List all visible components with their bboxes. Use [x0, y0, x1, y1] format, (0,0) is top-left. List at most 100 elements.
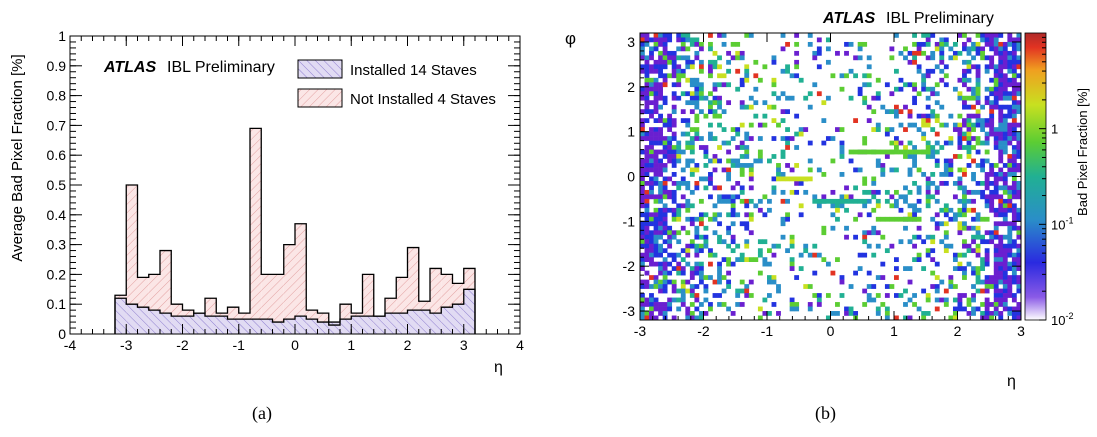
- heatmap-cell: [844, 198, 849, 204]
- heatmap-cell: [952, 122, 958, 128]
- heatmap-cell: [667, 127, 673, 132]
- heatmap-cell: [1002, 293, 1008, 298]
- heatmap-cell: [975, 46, 981, 52]
- heatmap-cell: [812, 252, 818, 258]
- heatmap-cell: [644, 257, 650, 263]
- heatmap-cell: [653, 172, 659, 177]
- heatmap-cell: [984, 149, 990, 155]
- heatmap-cell: [993, 68, 999, 74]
- heatmap-cell: [943, 73, 949, 79]
- heatmap-cell: [721, 73, 727, 79]
- heatmap-cell: [962, 131, 967, 137]
- heatmap-cell: [989, 198, 995, 204]
- heatmap-cell: [780, 68, 786, 74]
- heatmap-cell: [649, 55, 654, 61]
- heatmap-cell: [694, 118, 700, 123]
- heatmap-cell: [776, 167, 781, 173]
- heatmap-cell: [930, 109, 936, 115]
- heatmap-cell: [644, 73, 650, 79]
- heatmap-cell: [934, 189, 940, 195]
- heatmap-cell: [966, 64, 972, 70]
- heatmap-cell: [685, 163, 691, 168]
- heatmap-cell: [925, 176, 931, 182]
- heatmap-cell: [866, 230, 872, 236]
- heatmap-cell: [717, 293, 722, 298]
- heatmap-cell: [816, 302, 822, 307]
- heatmap-cell: [712, 212, 718, 218]
- heatmap-cell: [925, 180, 931, 186]
- heatmap-cell: [998, 293, 1004, 298]
- heatmap-cell: [998, 46, 1004, 52]
- heatmap-cell: [735, 293, 741, 298]
- heatmap-cell: [703, 284, 709, 289]
- heatmap-cell: [712, 113, 718, 119]
- heatmap-cell: [998, 234, 1004, 240]
- heatmap-cell: [894, 275, 899, 280]
- heatmap-cell: [1016, 311, 1022, 316]
- heatmap-cell: [735, 243, 741, 249]
- heatmap-cell: [653, 212, 659, 218]
- heatmap-cell: [671, 131, 677, 137]
- heatmap-cell: [640, 293, 645, 298]
- bar-not-installed: [160, 250, 172, 334]
- heatmap-cell: [649, 194, 654, 200]
- heatmap-cell: [662, 163, 668, 168]
- heatmap-cell: [903, 198, 908, 204]
- heatmap-cell: [753, 158, 759, 164]
- heatmap-cell: [866, 149, 872, 155]
- heatmap-cell: [889, 194, 895, 200]
- heatmap-cell: [689, 91, 695, 97]
- heatmap-cell: [921, 73, 927, 79]
- heatmap-cell: [771, 176, 777, 182]
- heatmap-cell: [644, 131, 650, 137]
- heatmap-cell: [685, 180, 691, 186]
- heatmap-cell: [966, 37, 972, 43]
- heatmap-cell: [971, 225, 976, 231]
- heatmap-cell: [771, 104, 777, 110]
- heatmap-cell: [916, 189, 922, 195]
- heatmap-cell: [975, 136, 981, 141]
- heatmap-cell: [644, 311, 650, 316]
- bar-not-installed: [137, 277, 149, 334]
- heatmap-cell: [984, 284, 990, 289]
- heatmap-cell: [871, 225, 877, 231]
- heatmap-cell: [644, 64, 650, 70]
- heatmap-cell: [807, 158, 813, 164]
- heatmap-cell: [1016, 131, 1022, 137]
- heatmap-cell: [966, 113, 972, 119]
- heatmap-cell: [680, 180, 686, 186]
- heatmap-cell: [925, 311, 931, 316]
- heatmap-cell: [780, 198, 786, 204]
- heatmap-cell: [640, 33, 645, 38]
- heatmap-cell: [948, 172, 954, 177]
- heatmap-cell: [744, 163, 750, 168]
- heatmap-cell: [671, 122, 677, 128]
- heatmap-cell: [975, 82, 981, 88]
- heatmap-cell: [984, 288, 990, 294]
- heatmap-cell: [993, 140, 999, 146]
- heatmap-cell: [1016, 37, 1022, 43]
- heatmap-cell: [966, 261, 972, 267]
- heatmap-cell: [989, 275, 995, 280]
- heatmap-cell: [916, 149, 922, 155]
- heatmap-cell: [712, 252, 718, 258]
- heatmap-cell: [689, 266, 695, 271]
- heatmap-cell: [785, 212, 790, 218]
- heatmap-cell: [726, 279, 732, 285]
- heatmap-cell: [894, 257, 899, 263]
- heatmap-cell: [1007, 266, 1013, 271]
- heatmap-cell: [984, 203, 990, 209]
- heatmap-cell: [667, 297, 673, 303]
- heatmap-cell: [894, 109, 899, 115]
- heatmap-cell: [871, 95, 877, 101]
- heatmap-cell: [640, 185, 645, 191]
- heatmap-cell: [957, 127, 963, 132]
- heatmap-cell: [916, 167, 922, 173]
- heatmap-cell: [830, 73, 836, 79]
- heatmap-cell: [708, 104, 713, 110]
- heatmap-cell: [998, 198, 1004, 204]
- heatmap-cell: [975, 149, 981, 155]
- heatmap-cell: [676, 297, 682, 303]
- heatmap-cell: [739, 50, 745, 56]
- heatmap-cell: [934, 100, 940, 106]
